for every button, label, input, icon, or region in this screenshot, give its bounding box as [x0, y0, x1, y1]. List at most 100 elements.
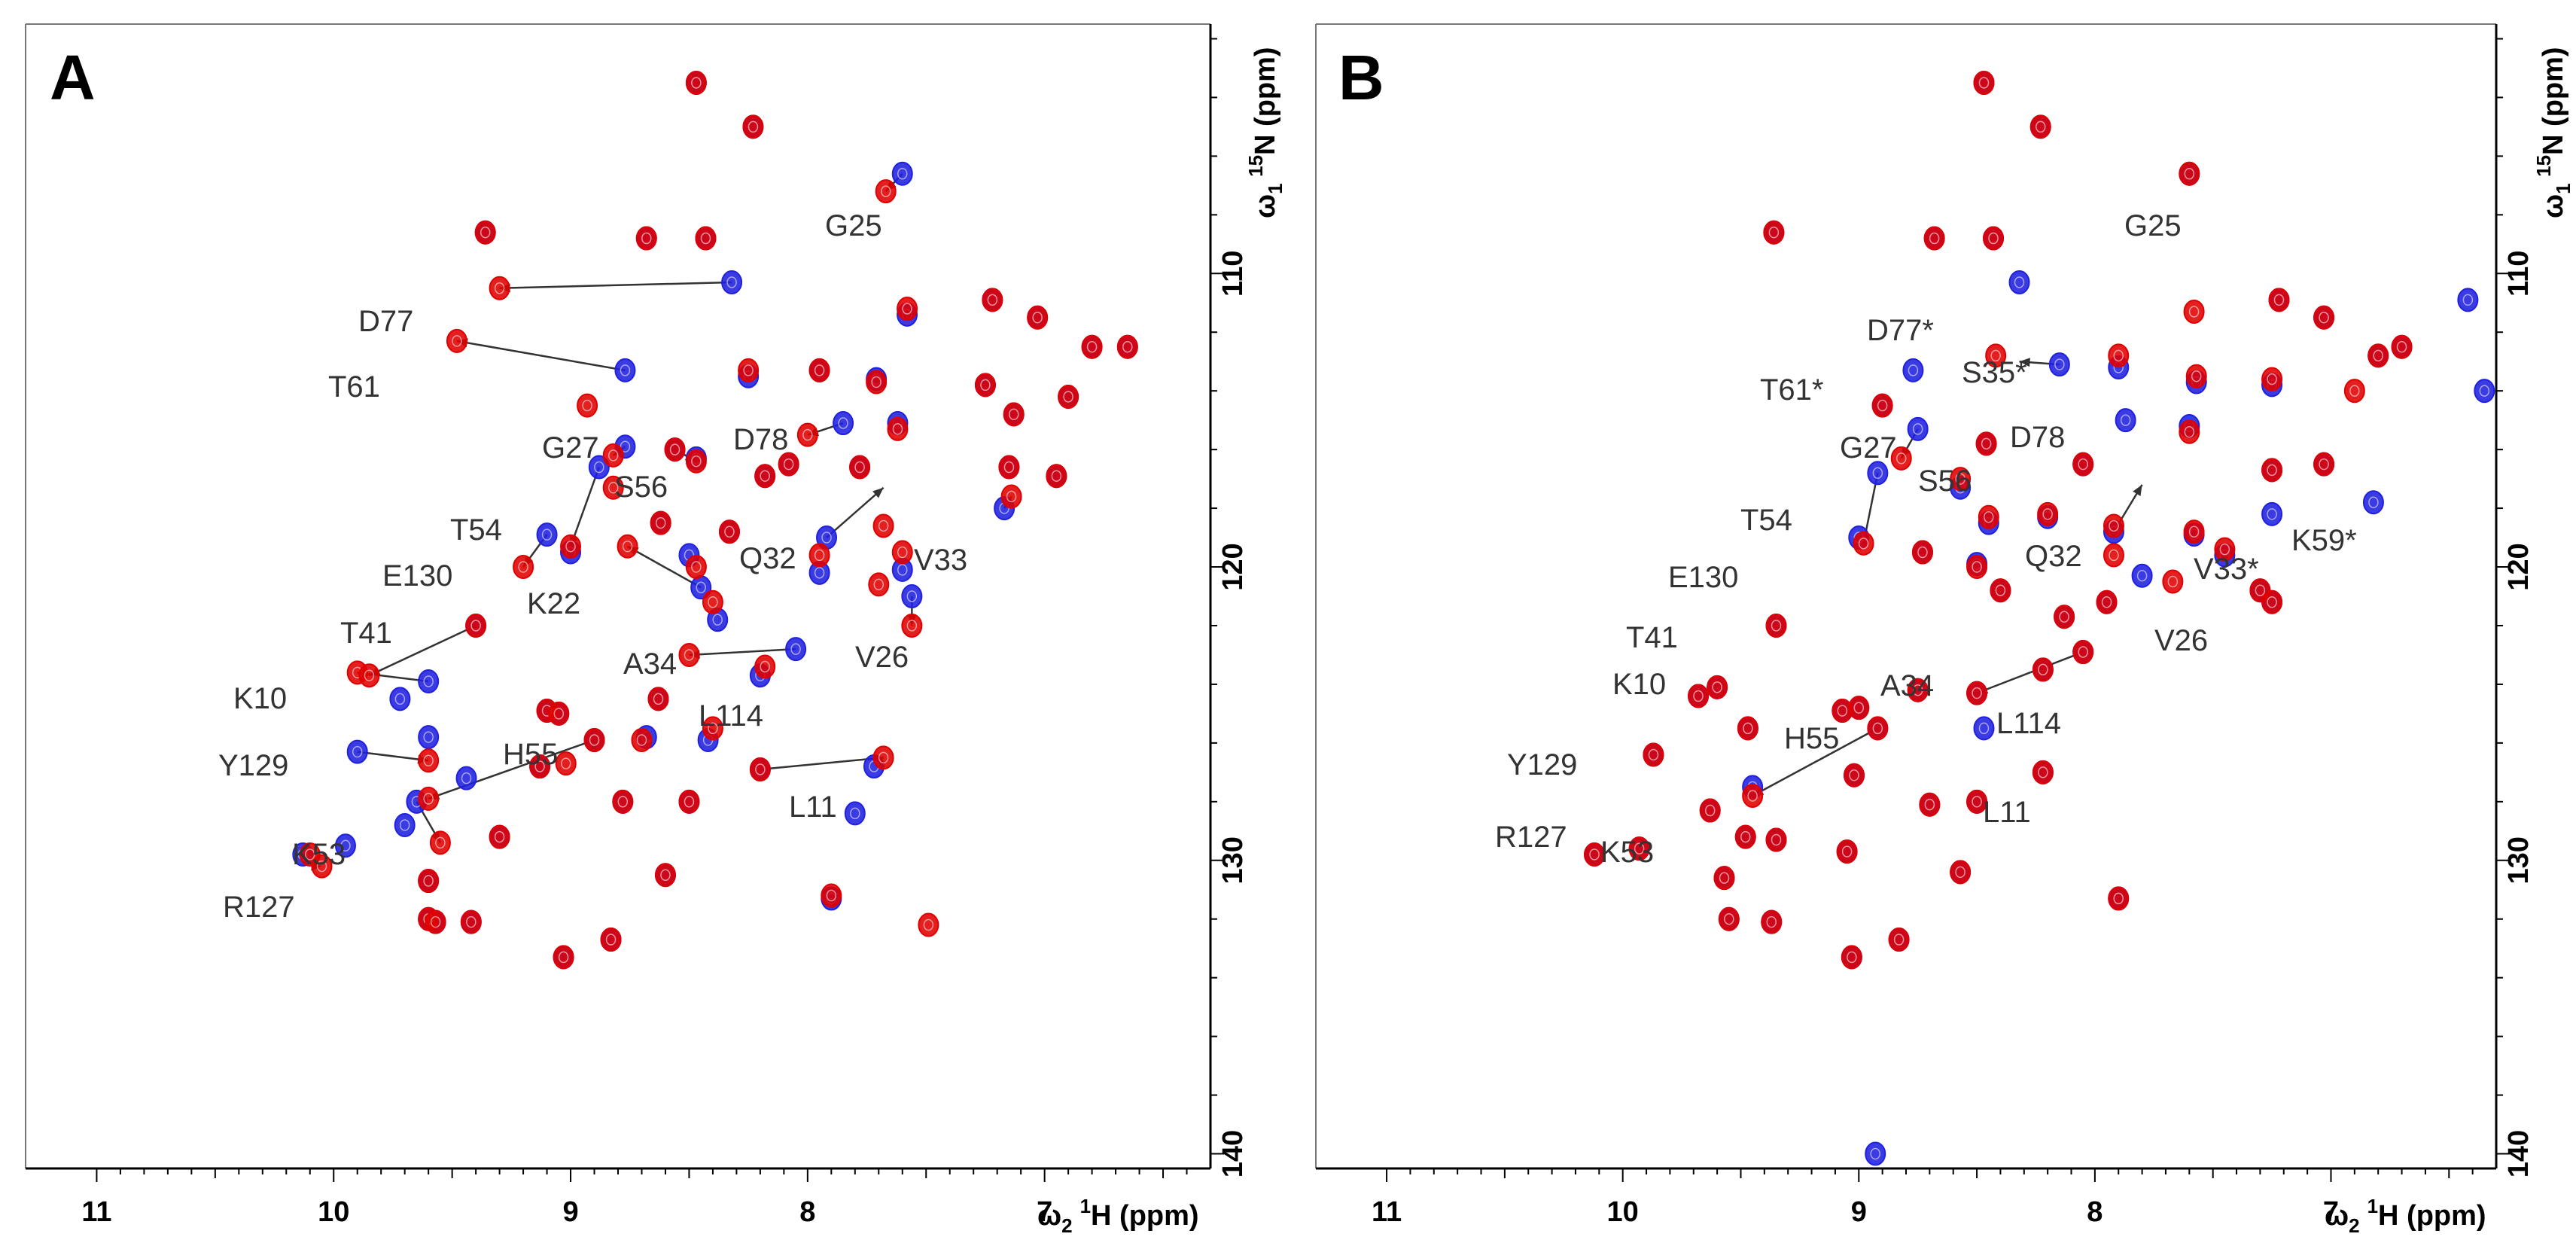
bound-peak-contour	[1743, 722, 1753, 735]
label-k10: K10	[233, 682, 287, 715]
bound-peak	[1718, 906, 1740, 931]
reference-peak-contour	[906, 590, 918, 602]
shift-arrow-h55	[428, 739, 595, 800]
label-h55: H55	[1784, 722, 1839, 755]
label-v26: V26	[855, 641, 909, 674]
bound-peak	[998, 455, 1020, 480]
reference-peak-contour	[2054, 358, 2065, 370]
reference-peak	[1907, 416, 1929, 441]
bound-peak-contour	[452, 335, 462, 347]
y-tick-label-120: 120	[1217, 543, 1249, 590]
bound-peak-contour	[1719, 872, 1730, 884]
bound-peak-contour	[494, 282, 505, 294]
bound-peak	[1841, 945, 1862, 970]
bound-peak-contour	[724, 525, 735, 538]
reference-peak	[1973, 716, 1995, 741]
bound-peak	[738, 358, 760, 382]
bound-peak	[1848, 696, 1870, 720]
bound-peak	[1911, 540, 1933, 565]
bound-peak	[2108, 343, 2130, 368]
bound-peak-contour	[2109, 549, 2119, 562]
bound-peak	[1966, 681, 1988, 705]
bound-peak	[1734, 824, 1756, 849]
bound-peak	[425, 909, 446, 934]
label-d78: D78	[2010, 421, 2065, 454]
bound-peak-contour	[684, 649, 695, 661]
reference-peak	[2474, 379, 2495, 404]
bound-peak	[299, 842, 321, 867]
bound-peak	[2261, 458, 2283, 483]
y-tick-label-130: 130	[1217, 836, 1249, 884]
bound-peak-contour	[423, 793, 434, 805]
bound-peak-contour	[2184, 168, 2195, 180]
bound-peak	[891, 540, 913, 565]
bound-peak-contour	[1849, 769, 1859, 781]
bound-peak-contour	[1589, 848, 1600, 861]
bound-peak	[718, 519, 740, 544]
bound-peak	[742, 114, 764, 139]
label-v26: V26	[2154, 624, 2208, 657]
bound-peak-contour	[2267, 464, 2277, 477]
reference-peak	[1902, 358, 1924, 382]
reference-peak	[418, 725, 440, 750]
x-tick-label-11: 11	[81, 1196, 111, 1228]
bound-peak-contour	[700, 232, 711, 245]
bound-peak	[872, 513, 894, 538]
shift-arrow-k22	[626, 545, 702, 589]
bound-peak-contour	[1872, 722, 1883, 735]
reference-peak-contour	[696, 581, 706, 594]
bound-peak-contour	[802, 428, 813, 441]
bound-peak	[2214, 537, 2236, 562]
panel-b-ylabel-sub: 1	[2552, 184, 2574, 194]
bound-peak-contour	[558, 951, 569, 964]
reference-peak	[1867, 461, 1889, 486]
bound-peak	[2185, 364, 2207, 388]
bound-peak-contour	[1917, 546, 1928, 559]
bound-peak	[1628, 836, 1650, 861]
bound-peak	[418, 748, 440, 773]
panel-a-xlabel-sub: 2	[1061, 1214, 1072, 1237]
bound-peak-contour	[1995, 584, 2006, 596]
bound-peak-contour	[2267, 373, 2277, 385]
bound-peak	[617, 534, 638, 559]
bound-peak	[1985, 343, 2007, 368]
bound-peak	[1867, 716, 1889, 741]
bound-peak-contour	[826, 889, 837, 902]
bound-peak	[808, 543, 830, 568]
label-l11: L11	[789, 791, 837, 824]
svg-text:ω21H (ppm): ω21H (ppm)	[2325, 1195, 2486, 1237]
reference-peak	[785, 637, 807, 662]
reference-peak-contour	[423, 731, 434, 743]
bound-peak	[796, 422, 818, 447]
bound-peak-contour	[691, 77, 702, 89]
bound-peak-contour	[1648, 748, 1659, 761]
label-k22: K22	[527, 587, 580, 620]
bound-peak	[749, 757, 771, 781]
bound-peak	[1975, 431, 1997, 456]
bound-peak-contour	[2184, 425, 2195, 438]
bound-peak	[1003, 402, 1025, 427]
bound-peak	[2261, 367, 2283, 391]
label-t41: T41	[1626, 621, 1678, 654]
bound-peak	[2032, 657, 2054, 682]
reference-peak-contour	[2368, 496, 2379, 509]
bound-peak-contour	[1032, 311, 1043, 324]
bound-peak-contour	[430, 915, 441, 928]
bound-peak-contour	[892, 423, 903, 435]
bound-peak	[1907, 678, 1929, 702]
reference-peak	[536, 522, 558, 547]
bound-peak-contour	[743, 364, 754, 376]
bound-peak	[548, 701, 570, 726]
bound-peak-contour	[814, 364, 825, 376]
bound-peak-contour	[553, 708, 565, 720]
label-l114: L114	[1996, 707, 2061, 740]
bound-peak	[821, 883, 842, 908]
bound-peak-contour	[2188, 525, 2200, 538]
bound-peak	[1923, 226, 1945, 251]
reference-peak-contour	[399, 819, 410, 831]
bound-peak-contour	[902, 303, 912, 315]
y-tick-label-130: 130	[2503, 836, 2535, 884]
bound-peak-contour	[1929, 232, 1940, 245]
bound-peak	[1919, 792, 1941, 817]
